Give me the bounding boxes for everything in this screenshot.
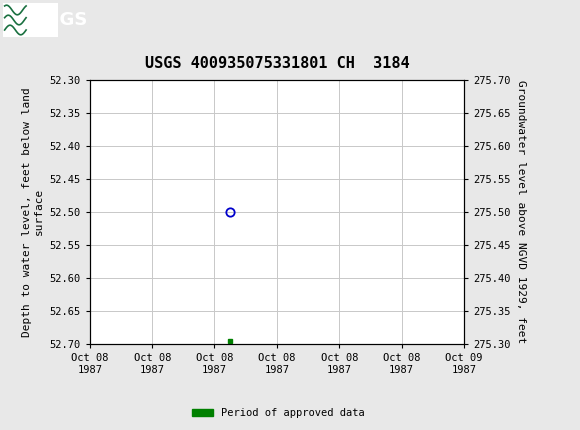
Legend: Period of approved data: Period of approved data xyxy=(188,404,369,423)
Y-axis label: Depth to water level, feet below land
surface: Depth to water level, feet below land su… xyxy=(23,87,44,337)
Y-axis label: Groundwater level above NGVD 1929, feet: Groundwater level above NGVD 1929, feet xyxy=(516,80,526,344)
Bar xyxy=(3,3,58,37)
Title: USGS 400935075331801 CH  3184: USGS 400935075331801 CH 3184 xyxy=(144,56,409,71)
Text: USGS: USGS xyxy=(32,11,87,29)
